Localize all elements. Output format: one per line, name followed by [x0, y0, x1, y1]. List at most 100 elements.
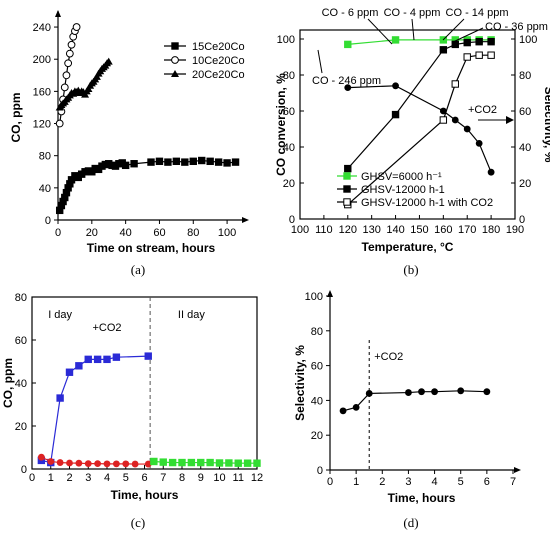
c-point: [144, 352, 152, 360]
c-series-line-0: [41, 355, 149, 464]
b-point: [463, 53, 471, 61]
b-annotation-arrow: [411, 18, 415, 41]
b-legend-label: GHSV=6000 h⁻¹: [361, 171, 442, 183]
b-annotation-arrow: [317, 49, 323, 74]
a-point: [214, 158, 223, 166]
a-y-tick-label: 120: [33, 119, 51, 131]
b-y-tick-label: 80: [283, 70, 295, 82]
c-annotation: +CO2: [92, 322, 121, 334]
a-point: [67, 40, 76, 49]
c-x-tick-label: 6: [141, 472, 147, 484]
a-point: [72, 23, 81, 31]
b-point: [451, 80, 459, 88]
d-x-tick-label: 0: [327, 476, 333, 488]
b-x-tick-label: 170: [458, 224, 476, 236]
d-y-tick-label: 60: [311, 361, 323, 373]
d-y-tick-label: 40: [311, 395, 323, 407]
b-y2-tick-label: 100: [519, 34, 537, 46]
a-legend-label: 20Ce20Co: [192, 69, 245, 81]
b-point: [451, 116, 459, 124]
b-y2-tick-label: 0: [519, 214, 525, 226]
b-annotation: CO - 14 ppm: [446, 7, 509, 19]
d-annotation: +CO2: [374, 351, 403, 363]
c-point: [150, 457, 158, 466]
a-point: [104, 57, 113, 65]
b-point: [392, 82, 399, 90]
b-point: [344, 40, 352, 49]
d-x-tick-label: 3: [405, 476, 411, 488]
b-annotation: CO - 6 ppm: [322, 7, 379, 19]
b-y2-axis-label: Selectivity, %: [542, 87, 550, 163]
b-x-tick-label: 140: [386, 224, 404, 236]
c-point: [206, 458, 214, 467]
a-point: [181, 158, 189, 166]
d-point: [431, 388, 438, 396]
c-y-axis-label: CO, ppm: [1, 358, 15, 408]
c-x-tick-label: 1: [48, 472, 54, 484]
b-legend-marker: [343, 172, 351, 180]
d-x-tick-label: 2: [379, 476, 385, 488]
c-x-tick-label: 12: [251, 472, 263, 484]
a-point: [147, 158, 155, 166]
c-x-tick-label: 8: [179, 472, 185, 484]
c-x-tick-label: 5: [123, 472, 129, 484]
a-y-tick-label: 160: [33, 86, 51, 98]
c-point: [75, 362, 83, 370]
a-legend-marker: [171, 70, 179, 77]
a-point: [206, 157, 214, 166]
a-x-tick-label: 100: [218, 227, 236, 239]
c-point: [37, 453, 45, 461]
c-point: [65, 368, 74, 376]
b-annotation: +CO2: [468, 104, 497, 116]
b-x-tick-label: 120: [339, 224, 357, 236]
a-point: [198, 156, 206, 165]
c-point: [168, 458, 177, 467]
b-y2-tick-label: 20: [519, 178, 531, 190]
b-point: [475, 51, 483, 59]
a-x-tick-label: 20: [86, 227, 98, 239]
a-x-tick-label: 60: [153, 227, 165, 239]
b-y-tick-label: 0: [289, 214, 295, 226]
a-x-axis-label: Time on stream, hours: [87, 241, 216, 255]
b-y2-tick-label: 80: [519, 70, 531, 82]
c-point: [215, 459, 224, 467]
c-x-tick-label: 11: [233, 472, 244, 484]
c-point: [103, 460, 111, 468]
a-x-tick-label: 40: [120, 227, 132, 239]
c-point: [234, 459, 242, 467]
c-x-tick-label: 2: [66, 472, 72, 484]
a-x-tick-label: 0: [55, 227, 61, 239]
b-point: [344, 164, 352, 173]
c-point: [103, 355, 111, 364]
c-point: [112, 353, 121, 361]
c-point: [66, 459, 73, 467]
d-x-axis-arrow: [514, 467, 521, 473]
b-point: [439, 46, 448, 54]
a-y-tick-label: 240: [33, 22, 51, 34]
a-y-tick-label: 200: [33, 54, 51, 66]
b-y-axis-label: CO conversion, %: [274, 73, 288, 176]
a-point: [155, 157, 164, 166]
b-point: [391, 110, 400, 119]
b-legend-label: GHSV-12000 h-1 with CO2: [361, 197, 493, 209]
b-point: [391, 36, 400, 44]
c-point: [56, 459, 64, 466]
c-y-tick-label: 0: [21, 464, 27, 476]
b-x-tick-label: 130: [362, 224, 380, 236]
panel-letter-d: (d): [403, 515, 418, 530]
a-y-tick-label: 80: [39, 151, 51, 163]
c-point: [56, 394, 64, 402]
b-arrow-head: [506, 116, 514, 124]
d-y-tick-label: 0: [317, 465, 323, 477]
d-y-axis-label: Selectivity, %: [293, 345, 307, 421]
b-point: [463, 38, 471, 47]
a-legend-label: 15Ce20Co: [192, 41, 245, 53]
c-point: [84, 355, 92, 364]
c-point: [187, 458, 196, 467]
c-point: [112, 460, 120, 468]
a-legend-marker: [171, 56, 179, 64]
panel-letter-b: (b): [403, 262, 418, 277]
c-point: [84, 460, 92, 468]
d-series-line-0: [342, 390, 487, 412]
c-annotation: I day: [48, 309, 72, 321]
